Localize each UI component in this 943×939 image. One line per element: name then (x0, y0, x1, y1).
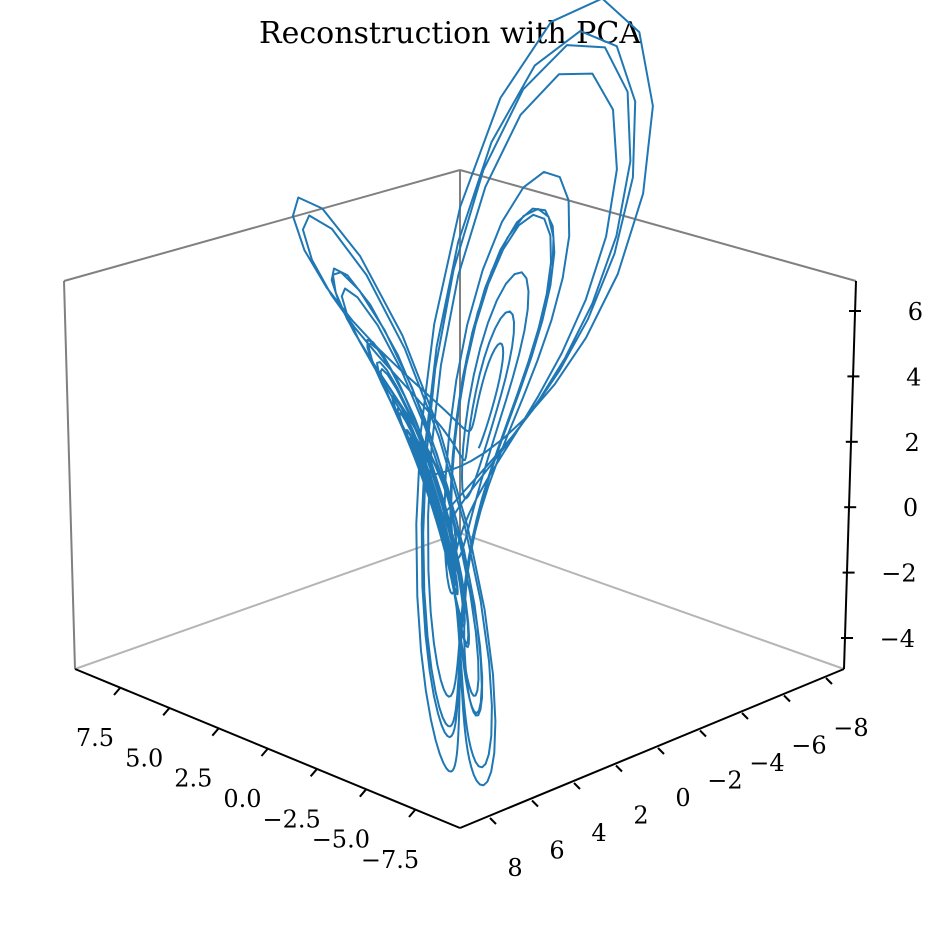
x-tick-label: −2.5 (263, 805, 321, 833)
z-tick-label: 6 (908, 298, 923, 326)
y-tick (489, 817, 497, 825)
y-tick-label: −4 (749, 749, 784, 777)
axes-panes (63, 169, 857, 670)
y-tick-label: 4 (591, 819, 606, 847)
x-tick-label: 0.0 (223, 785, 261, 813)
x-tick-label: 7.5 (76, 724, 114, 752)
data-series (291, 0, 654, 787)
series-line (291, 0, 654, 787)
x-tick (408, 809, 416, 818)
x-tick (359, 789, 367, 798)
y-tick (531, 799, 539, 808)
floor-left-edge (74, 532, 461, 670)
x-tick (309, 768, 318, 777)
axis-ticks (113, 310, 861, 825)
x-tick (211, 728, 220, 737)
y-tick-label: 6 (549, 837, 564, 865)
y-tick-label: 0 (675, 784, 690, 812)
y-tick-label: −8 (833, 714, 868, 742)
left-vertical-edge (63, 280, 76, 670)
y-tick-label: 8 (507, 854, 522, 882)
z-tick-label: −4 (880, 625, 915, 653)
z-tick-label: 0 (903, 494, 918, 522)
x-tick (162, 707, 170, 716)
back-right-top-edge (459, 169, 857, 282)
y-tick (615, 764, 623, 773)
y-tick (657, 747, 665, 755)
y-tick-label: −6 (791, 732, 826, 760)
z-axis-line (843, 280, 857, 670)
z-tick-label: 4 (906, 363, 921, 391)
x-tick-label: 2.5 (174, 765, 212, 793)
y-tick (741, 712, 749, 720)
back-left-top-edge (63, 169, 461, 282)
x-tick-label: −7.5 (361, 846, 419, 874)
y-tick (573, 782, 581, 790)
floor-right-edge (459, 532, 845, 670)
x-tick (260, 748, 269, 757)
z-tick-label: 2 (905, 429, 920, 457)
y-tick (783, 694, 791, 703)
tick-labels: 7.55.02.50.0−2.5−5.0−7.5 86420−2−4−6−8642… (76, 298, 923, 882)
y-tick-label: 2 (633, 802, 648, 830)
x-tick (113, 687, 121, 696)
y-tick-label: −2 (707, 767, 742, 795)
x-axis-line (74, 668, 461, 829)
y-axis-line (459, 668, 845, 829)
x-tick-label: −5.0 (312, 826, 370, 854)
x-tick-label: 5.0 (125, 744, 163, 772)
y-tick (699, 729, 707, 738)
y-tick (825, 677, 833, 685)
z-tick-label: −2 (881, 560, 916, 588)
